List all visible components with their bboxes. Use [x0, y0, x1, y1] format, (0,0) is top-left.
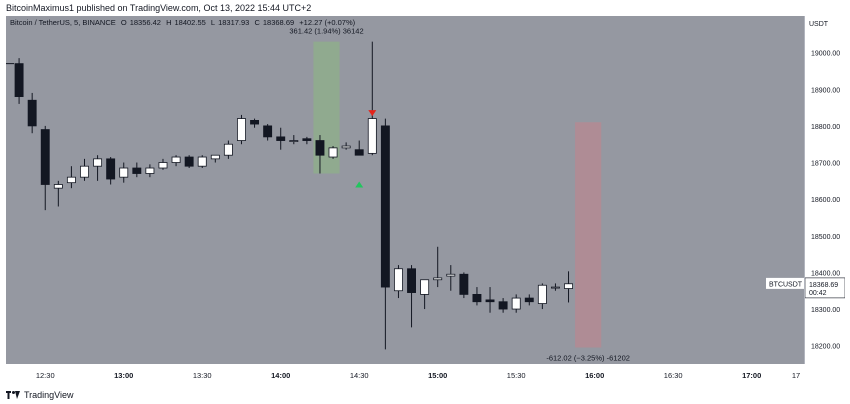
- candlestick-chart[interactable]: 361.42 (1.94%) 36142 -612.02 (−3.25%) -61…: [6, 16, 804, 364]
- candle-body: [524, 297, 534, 303]
- candle-body: [80, 165, 89, 178]
- chart-pane[interactable]: Bitcoin / TetherUS, 5, BINANCE O 18356.42…: [6, 16, 804, 364]
- candle-body: [354, 149, 364, 156]
- symbol-legend: Bitcoin / TetherUS, 5, BINANCE O 18356.42…: [10, 18, 358, 27]
- time-tick-label: 16:00: [585, 371, 604, 380]
- time-tick-label: 12:30: [36, 371, 55, 380]
- candle-body: [367, 118, 377, 154]
- candle-body: [40, 129, 50, 185]
- candle-body: [132, 167, 142, 174]
- candle-body: [184, 156, 194, 167]
- publish-header: BitcoinMaximus1 published on TradingView…: [6, 3, 312, 13]
- range-down-box: [575, 122, 602, 348]
- candle-body: [250, 120, 260, 125]
- time-tick-label: 13:00: [114, 371, 133, 380]
- low-value: 18317.93: [218, 18, 250, 27]
- candle-body: [537, 284, 547, 304]
- tradingview-logo-icon: [6, 391, 20, 399]
- time-tick-label: 17:00: [742, 371, 761, 380]
- symbol-tag-label: BTCUSDT: [769, 281, 803, 288]
- candle-body: [53, 184, 63, 189]
- candle-body: [106, 158, 116, 180]
- candle-body: [328, 147, 338, 158]
- candle-body: [93, 158, 103, 167]
- footer-brand: TradingView: [24, 390, 74, 400]
- candle-body: [276, 136, 286, 141]
- candle-body: [263, 125, 273, 138]
- candle-body: [341, 145, 351, 149]
- time-tick-label: 15:30: [507, 371, 526, 380]
- currency-label: USDT: [809, 21, 829, 28]
- candle-body: [407, 268, 416, 293]
- buy-arrow-icon: [355, 181, 364, 188]
- price-tick-label: 19000.00: [811, 51, 840, 58]
- high-label: H: [166, 18, 172, 27]
- open-label: O: [120, 18, 127, 27]
- time-scale[interactable]: 12:30 13:00 13:30 14:00 14:30 15:00 15:30 16:00…: [6, 364, 804, 386]
- price-tick-label: 18500.00: [811, 234, 840, 241]
- candle-body: [145, 167, 155, 174]
- candle-body: [289, 140, 299, 142]
- price-tick-label: 18700.00: [811, 161, 840, 168]
- candle-body: [564, 283, 573, 289]
- close-value: 18368.69: [262, 18, 295, 27]
- candle-body: [472, 293, 482, 303]
- price-tick-label: 18800.00: [811, 124, 840, 131]
- candle-body: [498, 301, 508, 310]
- time-tick-label: 16:30: [664, 371, 683, 380]
- footer: TradingView: [6, 386, 74, 404]
- price-tick-label: 18200.00: [811, 344, 840, 351]
- time-tick-label: 14:30: [350, 371, 369, 380]
- measure-up-label: 361.42 (1.94%) 36142: [289, 27, 363, 36]
- price-tick-label: 18300.00: [811, 307, 840, 314]
- sell-arrow-icon: [368, 110, 377, 117]
- last-price-value: 18368.69: [809, 282, 838, 289]
- candle-body: [197, 156, 207, 167]
- symbol-tag: [766, 277, 804, 289]
- price-scale[interactable]: USDT 19000.00 18900.00 18800.00 18700.00 1860…: [804, 16, 846, 364]
- candle-body: [550, 286, 560, 289]
- close-label: C: [254, 18, 260, 27]
- high-value: 18402.55: [174, 18, 206, 27]
- candle-body: [394, 268, 403, 292]
- candle-body: [223, 143, 233, 156]
- candle-body: [511, 297, 521, 310]
- price-tick-label: 18600.00: [811, 197, 840, 204]
- candle-body: [119, 167, 129, 178]
- candle-body: [27, 99, 37, 127]
- candle-body: [210, 154, 220, 160]
- change-value: +12.27 (+0.07%): [299, 18, 356, 27]
- measure-down-label: -612.02 (−3.25%) -61202: [546, 354, 630, 363]
- candle-body: [14, 63, 24, 97]
- candle-body: [420, 279, 430, 295]
- candle-body: [158, 162, 168, 169]
- price-tick-label: 18900.00: [811, 87, 840, 94]
- candle-body: [237, 118, 246, 141]
- candle-body: [433, 277, 443, 281]
- open-value: 18356.42: [129, 18, 161, 27]
- candle-body: [315, 140, 325, 156]
- low-label: L: [210, 18, 216, 27]
- candle-body: [380, 125, 390, 288]
- time-tick-label: 13:30: [193, 371, 212, 380]
- price-tick-label: 18400.00: [811, 270, 840, 277]
- time-tick-label: 15:00: [428, 371, 447, 380]
- symbol-name: Bitcoin / TetherUS, 5, BINANCE: [10, 18, 116, 27]
- candle-body: [459, 273, 469, 295]
- candle-body: [171, 156, 181, 163]
- countdown-value: 00:42: [809, 290, 827, 297]
- candle-body: [446, 273, 456, 277]
- time-tick-label: 14:00: [271, 371, 290, 380]
- time-tick-label: 17: [792, 371, 800, 380]
- candle-body: [66, 176, 76, 184]
- candle-body: [302, 138, 312, 141]
- candle-body: [485, 299, 495, 303]
